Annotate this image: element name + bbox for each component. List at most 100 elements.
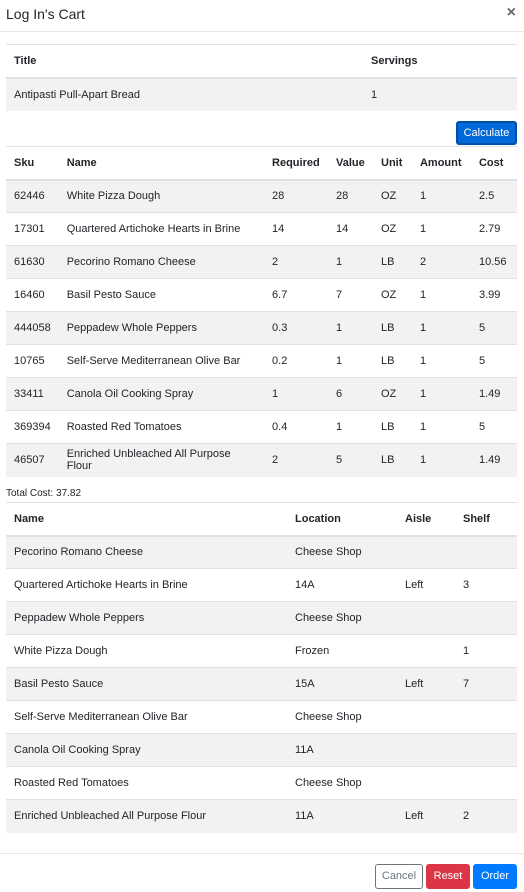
cell-required: 2	[264, 245, 329, 279]
close-icon[interactable]: ×	[506, 4, 516, 21]
cell-value: 6	[328, 377, 373, 411]
table-row: 10765 Self-Serve Mediterranean Olive Bar 0…	[6, 344, 517, 378]
cell-amount: 1	[411, 278, 471, 312]
col-header-required: Required	[264, 146, 329, 181]
cell-amount: 1	[411, 377, 471, 411]
cell-aisle: Left	[397, 568, 455, 602]
cell-location: Cheese Shop	[287, 700, 397, 734]
modal-header: Log In's Cart ×	[0, 0, 524, 32]
location-table: Name Location Aisle Shelf Pecorino Roman…	[6, 502, 517, 833]
col-header-amount: Amount	[411, 146, 471, 181]
col-header-name: Name	[6, 502, 287, 537]
cell-aisle	[397, 700, 455, 734]
cell-value: 5	[328, 443, 373, 477]
cell-required: 14	[264, 212, 329, 246]
cell-value: 1	[328, 344, 373, 378]
cell-shelf	[455, 733, 517, 767]
cell-location: 11A	[287, 733, 397, 767]
cell-sku: 369394	[6, 410, 59, 444]
cell-required: 28	[264, 179, 329, 213]
cell-amount: 1	[411, 443, 471, 477]
cell-cost: 5	[470, 311, 517, 345]
cell-cost: 10.56	[470, 245, 517, 279]
table-row: Basil Pesto Sauce 15A Left 7	[6, 667, 517, 701]
recipe-servings-cell: 1	[363, 77, 517, 111]
table-row: 33411 Canola Oil Cooking Spray 1 6 OZ 1 1.49	[6, 377, 517, 411]
cell-aisle	[397, 733, 455, 767]
cell-sku: 10765	[6, 344, 59, 378]
table-row: Pecorino Romano Cheese Cheese Shop	[6, 535, 517, 569]
cell-location: 11A	[287, 799, 397, 833]
table-row: 17301 Quartered Artichoke Hearts in Brine…	[6, 212, 517, 246]
col-header-title: Title	[6, 44, 363, 79]
footer-divider	[0, 853, 524, 854]
col-header-servings: Servings	[363, 44, 517, 79]
recipe-table: Title Servings Antipasti Pull-Apart Brea…	[6, 44, 517, 111]
cell-amount: 2	[411, 245, 471, 279]
cell-name: Canola Oil Cooking Spray	[58, 377, 265, 411]
cell-amount: 1	[411, 410, 471, 444]
modal-title: Log In's Cart	[6, 6, 85, 22]
cell-cost: 2.5	[470, 179, 517, 213]
cell-unit: LB	[373, 443, 412, 477]
cell-location: Frozen	[287, 634, 397, 668]
cell-name: Basil Pesto Sauce	[58, 278, 265, 312]
table-row: 444058 Peppadew Whole Peppers 0.3 1 LB 1 5	[6, 311, 517, 345]
cell-name: Canola Oil Cooking Spray	[6, 733, 287, 767]
table-row: White Pizza Dough Frozen 1	[6, 634, 517, 668]
table-row: Enriched Unbleached All Purpose Flour 11A…	[6, 799, 517, 833]
cell-name: Roasted Red Tomatoes	[6, 766, 287, 800]
cell-name: Enriched Unbleached All Purpose Flour	[58, 443, 265, 477]
cell-unit: OZ	[373, 278, 412, 312]
cell-value: 1	[328, 311, 373, 345]
cell-unit: OZ	[373, 212, 412, 246]
cell-name: Self-Serve Mediterranean Olive Bar	[58, 344, 265, 378]
cell-amount: 1	[411, 212, 471, 246]
cell-location: Cheese Shop	[287, 766, 397, 800]
cell-name: Quartered Artichoke Hearts in Brine	[58, 212, 265, 246]
cell-name: Enriched Unbleached All Purpose Flour	[6, 799, 287, 833]
cell-value: 1	[328, 410, 373, 444]
calculate-button[interactable]: Calculate	[456, 121, 517, 145]
col-header-cost: Cost	[470, 146, 517, 181]
cell-cost: 5	[470, 410, 517, 444]
cell-unit: LB	[373, 245, 412, 279]
cell-name: Self-Serve Mediterranean Olive Bar	[6, 700, 287, 734]
cell-location: 15A	[287, 667, 397, 701]
cell-name: Basil Pesto Sauce	[6, 667, 287, 701]
cell-amount: 1	[411, 179, 471, 213]
cell-sku: 61630	[6, 245, 59, 279]
cell-unit: LB	[373, 311, 412, 345]
cell-unit: LB	[373, 344, 412, 378]
cell-unit: OZ	[373, 179, 412, 213]
col-header-unit: Unit	[373, 146, 412, 181]
cell-cost: 2.79	[470, 212, 517, 246]
cell-required: 2	[264, 443, 329, 477]
cell-value: 7	[328, 278, 373, 312]
cell-value: 28	[328, 179, 373, 213]
cell-required: 6.7	[264, 278, 329, 312]
reset-button[interactable]: Reset	[426, 864, 470, 889]
cell-shelf	[455, 535, 517, 569]
table-row: Self-Serve Mediterranean Olive Bar Cheese…	[6, 700, 517, 734]
cell-aisle: Left	[397, 667, 455, 701]
cell-sku: 46507	[6, 443, 59, 477]
table-row: Quartered Artichoke Hearts in Brine 14A Le…	[6, 568, 517, 602]
cell-name: White Pizza Dough	[58, 179, 265, 213]
table-row: Canola Oil Cooking Spray 11A	[6, 733, 517, 767]
cancel-button[interactable]: Cancel	[375, 864, 423, 889]
order-button[interactable]: Order	[473, 864, 517, 889]
cell-location: 14A	[287, 568, 397, 602]
col-header-name: Name	[58, 146, 265, 181]
cell-sku: 16460	[6, 278, 59, 312]
cell-aisle	[397, 535, 455, 569]
cell-name: White Pizza Dough	[6, 634, 287, 668]
table-row: 61630 Pecorino Romano Cheese 2 1 LB 2 10.56	[6, 245, 517, 279]
cell-sku: 33411	[6, 377, 59, 411]
cell-aisle	[397, 766, 455, 800]
cell-required: 0.4	[264, 410, 329, 444]
table-row: Peppadew Whole Peppers Cheese Shop	[6, 601, 517, 635]
col-header-aisle: Aisle	[397, 502, 455, 537]
cell-cost: 1.49	[470, 377, 517, 411]
